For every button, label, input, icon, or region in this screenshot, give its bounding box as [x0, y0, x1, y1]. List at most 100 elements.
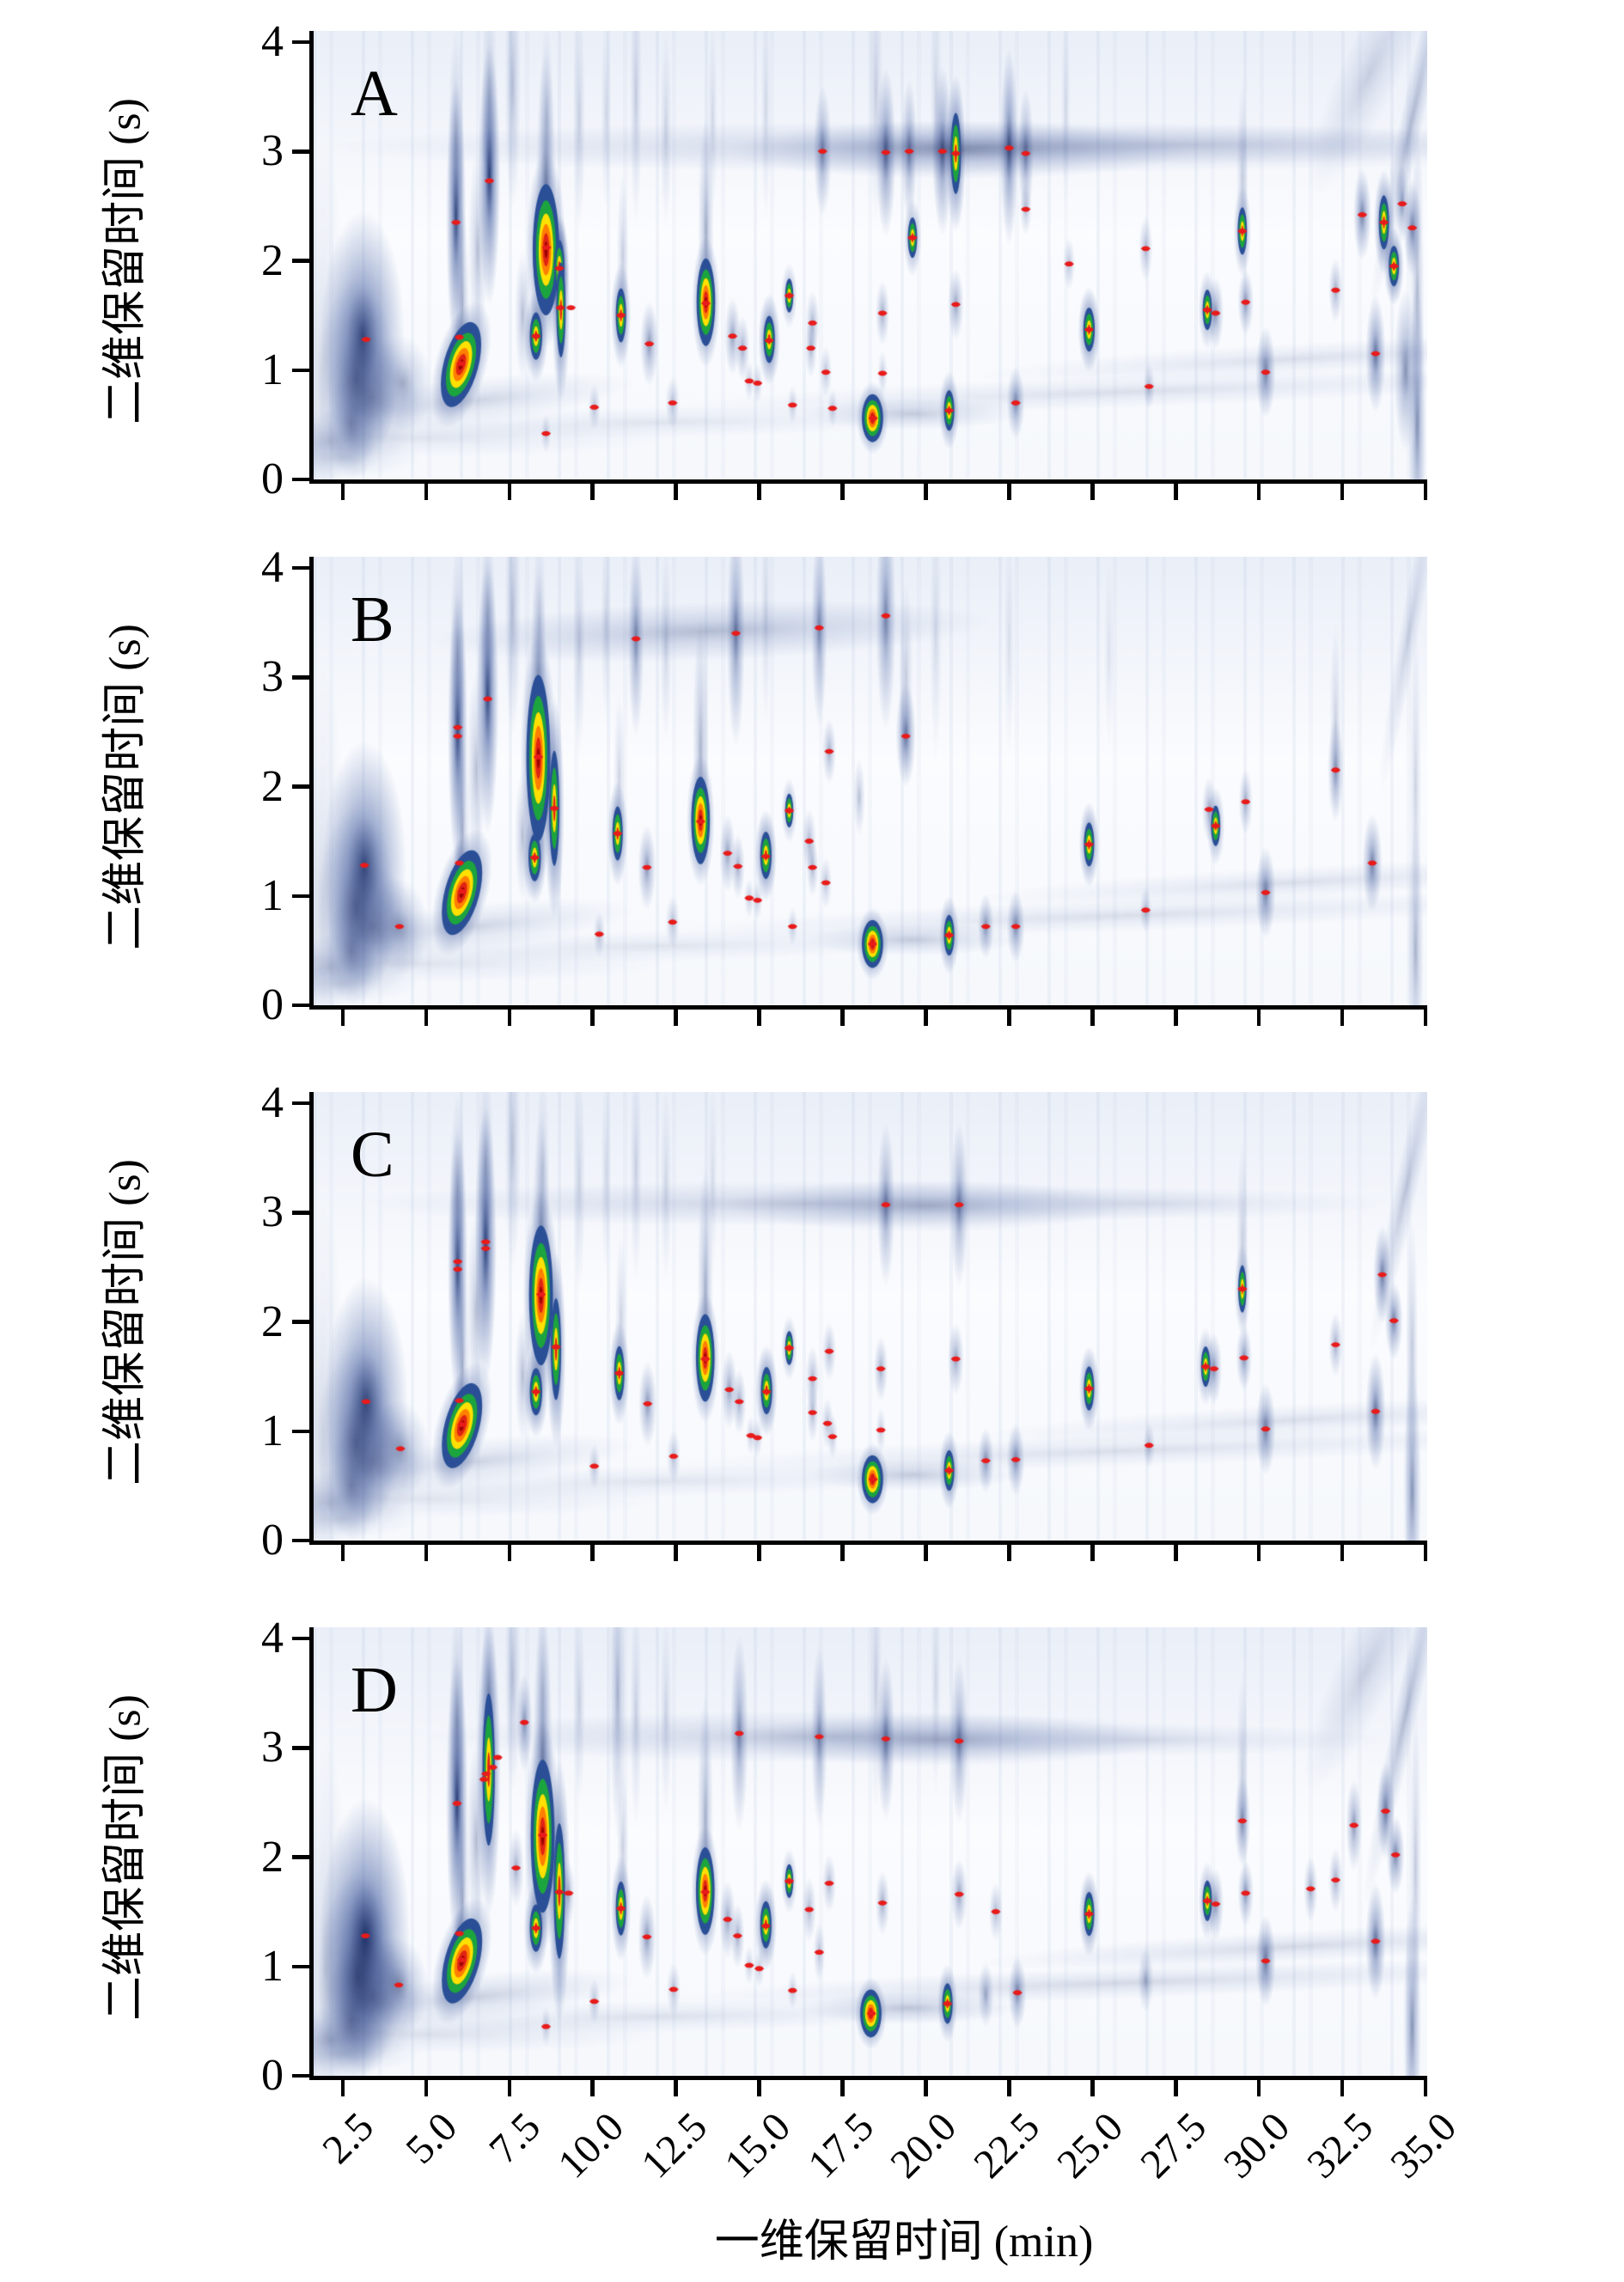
panel-c-x-tick-25.0: [1090, 1544, 1095, 1561]
panel-c-x-tick-20.0: [924, 1544, 928, 1561]
panel-d-x-tick-12.5: [674, 2079, 678, 2096]
panel-c-x-tick-32.5: [1340, 1544, 1345, 1561]
panel-a-y-tick-1: [292, 368, 309, 372]
panel-d-y-tick-label-0: 0: [261, 2051, 284, 2100]
panel-c-x-tick-5.0: [424, 1544, 429, 1561]
panel-b-y-tick-label-2: 2: [261, 761, 284, 811]
panel-b-x-tick-10.0: [590, 1009, 595, 1026]
x-tick-label-2.5: 2.5: [314, 2103, 383, 2173]
panel-c-plot-area: [313, 1092, 1427, 1541]
panel-d-y-tick-label-3: 3: [261, 1723, 284, 1773]
panel-d-y-axis-title: 二维保留时间 (s): [101, 1693, 150, 2021]
x-tick-label-30.0: 30.0: [1215, 2103, 1299, 2187]
panel-b-x-tick-5.0: [424, 1009, 429, 1026]
panel-a-plot-area: [313, 31, 1427, 479]
panel-d-x-tick-25.0: [1090, 2079, 1095, 2096]
panel-a-x-tick-27.5: [1174, 483, 1178, 500]
panel-d-bottom-spine: [309, 2076, 1427, 2080]
panel-b-x-tick-20.0: [924, 1009, 928, 1026]
panel-a-x-tick-20.0: [924, 483, 928, 500]
panel-a-y-tick-label-4: 4: [261, 17, 284, 66]
panel-b-x-tick-30.0: [1256, 1009, 1261, 1026]
panel-d-x-tick-20.0: [924, 2079, 928, 2096]
panel-d-x-tick-27.5: [1174, 2079, 1178, 2096]
panel-c-y-tick-2: [292, 1320, 309, 1324]
panel-c-y-tick-3: [292, 1211, 309, 1215]
panel-d-y-tick-2: [292, 1855, 309, 1859]
panel-c-y-tick-label-4: 4: [261, 1078, 284, 1127]
x-tick-label-17.5: 17.5: [798, 2103, 882, 2187]
panel-b-y-tick-label-1: 1: [261, 870, 284, 920]
panel-a-x-tick-2.5: [340, 483, 345, 500]
panel-b-y-tick-1: [292, 894, 309, 898]
panel-b-x-tick-2.5: [340, 1009, 345, 1026]
x-tick-label-35.0: 35.0: [1382, 2103, 1466, 2187]
panel-d-label: D: [351, 1654, 398, 1726]
panel-b-x-tick-35.0: [1423, 1009, 1428, 1026]
x-tick-label-32.5: 32.5: [1298, 2103, 1383, 2187]
panel-b-label: B: [351, 583, 394, 656]
panel-a-y-tick-2: [292, 259, 309, 263]
panel-b-y-tick-3: [292, 675, 309, 680]
panel-c-y-tick-label-1: 1: [261, 1406, 284, 1455]
panel-d-x-tick-5.0: [424, 2079, 429, 2096]
panel-b-bottom-spine: [309, 1005, 1427, 1010]
panel-a-label: A: [351, 58, 398, 130]
x-tick-label-15.0: 15.0: [715, 2103, 799, 2187]
panel-d-y-tick-label-1: 1: [261, 1941, 284, 1991]
panel-d-x-tick-7.5: [507, 2079, 512, 2096]
panel-c-y-axis-title: 二维保留时间 (s): [101, 1158, 150, 1486]
panel-b-x-tick-27.5: [1174, 1009, 1178, 1026]
panel-d-left-spine: [309, 1627, 314, 2079]
panel-d-x-tick-32.5: [1340, 2079, 1345, 2096]
panel-d-y-tick-0: [292, 2073, 309, 2078]
panel-a-x-tick-30.0: [1256, 483, 1261, 500]
panel-c-y-tick-label-3: 3: [261, 1187, 284, 1237]
x-axis-title: 一维保留时间 (min): [714, 2218, 1094, 2267]
panel-b-x-tick-17.5: [840, 1009, 845, 1026]
panel-a-bottom-spine: [309, 479, 1427, 484]
panel-a-y-tick-0: [292, 477, 309, 482]
panel-d-y-tick-3: [292, 1746, 309, 1750]
panel-d-x-tick-22.5: [1007, 2079, 1011, 2096]
panel-a-x-tick-17.5: [840, 483, 845, 500]
panel-c-bottom-spine: [309, 1541, 1427, 1545]
panel-b-x-tick-25.0: [1090, 1009, 1095, 1026]
panel-c-x-tick-2.5: [340, 1544, 345, 1561]
panel-b-x-tick-12.5: [674, 1009, 678, 1026]
panel-b-y-tick-label-4: 4: [261, 543, 284, 592]
x-tick-label-12.5: 12.5: [632, 2103, 716, 2187]
panel-b-y-tick-0: [292, 1003, 309, 1008]
panel-c-y-tick-1: [292, 1429, 309, 1433]
panel-a-y-tick-4: [292, 40, 309, 45]
panel-b-x-tick-7.5: [507, 1009, 512, 1026]
panel-b-plot-area: [313, 557, 1427, 1005]
panel-a-y-tick-label-0: 0: [261, 455, 284, 503]
panel-c-x-tick-22.5: [1007, 1544, 1011, 1561]
panel-d-x-tick-30.0: [1256, 2079, 1261, 2096]
panel-c-y-tick-label-0: 0: [261, 1516, 284, 1565]
panel-c-left-spine: [309, 1092, 314, 1544]
panel-c-x-tick-7.5: [507, 1544, 512, 1561]
x-tick-label-5.0: 5.0: [397, 2103, 467, 2173]
panel-a-y-tick-label-2: 2: [261, 235, 284, 285]
panel-c-label: C: [351, 1119, 394, 1191]
panel-a-x-tick-15.0: [757, 483, 761, 500]
panel-b-y-tick-2: [292, 784, 309, 789]
panel-d-y-tick-4: [292, 1636, 309, 1641]
panel-c-y-tick-label-2: 2: [261, 1297, 284, 1346]
panel-c-x-tick-30.0: [1256, 1544, 1261, 1561]
panel-a-y-tick-3: [292, 149, 309, 154]
panel-d-plot-area: [313, 1627, 1427, 2076]
panel-a-x-tick-5.0: [424, 483, 429, 500]
panel-c-x-tick-35.0: [1423, 1544, 1428, 1561]
panel-b-x-tick-22.5: [1007, 1009, 1011, 1026]
panel-a-x-tick-12.5: [674, 483, 678, 500]
x-tick-label-25.0: 25.0: [1048, 2103, 1133, 2187]
panel-b-y-tick-label-0: 0: [261, 980, 284, 1029]
panel-c-y-tick-0: [292, 1538, 309, 1543]
panel-a-y-axis-title: 二维保留时间 (s): [101, 97, 150, 424]
x-tick-label-7.5: 7.5: [480, 2103, 549, 2173]
panel-b-y-tick-label-3: 3: [261, 652, 284, 702]
